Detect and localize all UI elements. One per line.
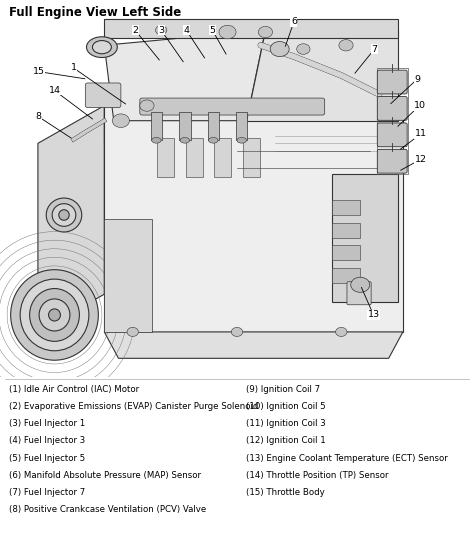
Ellipse shape [46, 198, 82, 232]
Ellipse shape [270, 42, 289, 57]
Polygon shape [104, 332, 403, 358]
Ellipse shape [155, 26, 167, 35]
Ellipse shape [127, 327, 138, 337]
FancyBboxPatch shape [377, 70, 407, 94]
Polygon shape [38, 105, 104, 332]
Text: 5: 5 [210, 26, 215, 35]
Polygon shape [332, 173, 398, 302]
Ellipse shape [30, 288, 80, 341]
Text: (3) Fuel Injector 1: (3) Fuel Injector 1 [9, 419, 85, 429]
Ellipse shape [112, 114, 129, 127]
Bar [377, 68, 408, 173]
Text: (5) Fuel Injector 5: (5) Fuel Injector 5 [9, 454, 85, 463]
Text: 4: 4 [183, 26, 189, 35]
Text: 2: 2 [132, 26, 138, 35]
Ellipse shape [11, 270, 99, 360]
Bar [104, 219, 152, 332]
Text: (9) Ignition Coil 7: (9) Ignition Coil 7 [246, 385, 320, 394]
Text: (14) Throttle Position (TP) Sensor: (14) Throttle Position (TP) Sensor [246, 471, 389, 480]
Ellipse shape [351, 277, 370, 292]
Text: (15) Throttle Body: (15) Throttle Body [246, 488, 325, 497]
FancyBboxPatch shape [140, 98, 325, 115]
Bar [332, 268, 360, 283]
Ellipse shape [336, 327, 347, 337]
Text: (2) Evaporative Emissions (EVAP) Canister Purge Solenoid: (2) Evaporative Emissions (EVAP) Caniste… [9, 402, 258, 411]
Bar [332, 245, 360, 260]
Ellipse shape [219, 25, 236, 39]
Ellipse shape [209, 137, 218, 143]
Text: 10: 10 [413, 101, 426, 110]
Polygon shape [104, 30, 265, 121]
FancyBboxPatch shape [377, 149, 407, 173]
Text: 3: 3 [158, 26, 164, 35]
Text: 1: 1 [71, 63, 76, 72]
FancyBboxPatch shape [347, 282, 371, 305]
Text: (7) Fuel Injector 7: (7) Fuel Injector 7 [9, 488, 85, 497]
Ellipse shape [237, 137, 246, 143]
FancyBboxPatch shape [85, 83, 121, 108]
Text: 8: 8 [36, 112, 42, 121]
Text: Full Engine View Left Side: Full Engine View Left Side [9, 6, 182, 19]
Text: (4) Fuel Injector 3: (4) Fuel Injector 3 [9, 437, 85, 446]
Ellipse shape [59, 210, 69, 220]
Polygon shape [246, 30, 398, 121]
Ellipse shape [92, 41, 111, 54]
Text: (6) Manifold Absolute Pressure (MAP) Sensor: (6) Manifold Absolute Pressure (MAP) Sen… [9, 471, 201, 480]
Text: (13) Engine Coolant Temperature (ECT) Sensor: (13) Engine Coolant Temperature (ECT) Se… [246, 454, 448, 463]
Bar [104, 19, 398, 37]
Ellipse shape [180, 137, 190, 143]
Bar [208, 112, 219, 140]
Text: 7: 7 [372, 44, 377, 54]
FancyBboxPatch shape [377, 123, 407, 147]
Text: 11: 11 [415, 129, 427, 139]
Bar [236, 112, 247, 140]
Ellipse shape [339, 40, 353, 51]
Text: 13: 13 [367, 310, 380, 319]
Ellipse shape [152, 137, 161, 143]
Bar [179, 112, 191, 140]
Ellipse shape [49, 309, 61, 321]
Ellipse shape [52, 204, 76, 226]
Bar [157, 137, 174, 177]
Text: (12) Ignition Coil 1: (12) Ignition Coil 1 [246, 437, 326, 446]
Bar [104, 105, 403, 332]
Polygon shape [104, 105, 403, 143]
Text: (8) Positive Crankcase Ventilation (PCV) Valve: (8) Positive Crankcase Ventilation (PCV)… [9, 505, 206, 514]
Text: (11) Ignition Coil 3: (11) Ignition Coil 3 [246, 419, 326, 429]
Bar [186, 137, 203, 177]
Bar [332, 223, 360, 238]
Ellipse shape [231, 327, 243, 337]
Bar [151, 112, 162, 140]
Ellipse shape [20, 279, 89, 351]
Bar [243, 137, 260, 177]
Text: 12: 12 [415, 155, 427, 164]
Text: (1) Idle Air Control (IAC) Motor: (1) Idle Air Control (IAC) Motor [9, 385, 139, 394]
Bar [214, 137, 231, 177]
Text: (10) Ignition Coil 5: (10) Ignition Coil 5 [246, 402, 326, 411]
Ellipse shape [39, 299, 70, 331]
Bar [332, 200, 360, 215]
Ellipse shape [297, 44, 310, 55]
Text: 6: 6 [291, 17, 297, 26]
Text: 14: 14 [48, 86, 61, 95]
Ellipse shape [86, 37, 117, 58]
FancyBboxPatch shape [377, 96, 407, 120]
Text: 9: 9 [414, 75, 420, 83]
Text: 15: 15 [33, 67, 45, 76]
Ellipse shape [258, 26, 273, 37]
Ellipse shape [140, 100, 154, 111]
